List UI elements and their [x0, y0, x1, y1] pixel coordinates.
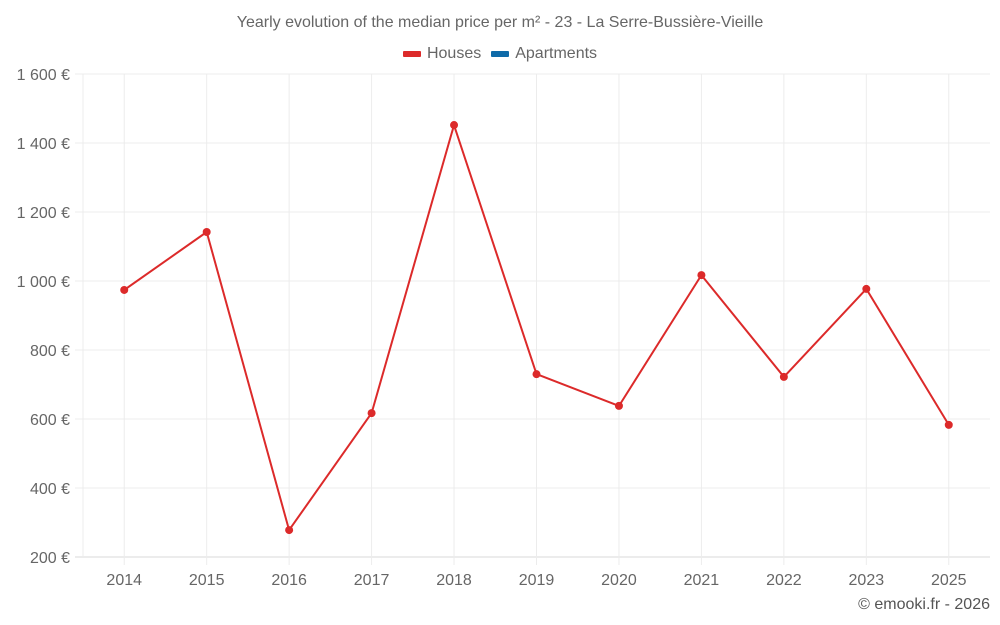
credit-text: © emooki.fr - 2026 [858, 596, 990, 613]
y-tick-label: 600 € [30, 412, 70, 429]
y-tick-label: 1 000 € [17, 274, 70, 291]
y-tick-label: 1 400 € [17, 136, 70, 153]
data-point-marker[interactable] [532, 370, 541, 379]
legend-swatch-apartments-icon [491, 51, 510, 57]
x-tick-label: 2025 [931, 572, 967, 589]
y-axis: 200 € 400 € 600 € 800 € 1 000 € 1 200 € 1 400 … [17, 67, 70, 567]
y-tick-label: 800 € [30, 343, 70, 360]
data-point-marker[interactable] [120, 285, 129, 294]
x-tick-label: 2017 [354, 572, 390, 589]
legend-label-houses: Houses [426, 45, 482, 62]
x-axis: 2014 2015 2016 2017 2018 2019 2020 2021 2022 2023… [106, 572, 966, 589]
legend-swatch-houses-icon [402, 51, 421, 57]
series-houses [120, 121, 953, 535]
x-tick-label: 2016 [271, 572, 307, 589]
y-tick-label: 1 600 € [17, 67, 70, 84]
data-point-marker[interactable] [202, 228, 211, 237]
y-tick-label: 1 200 € [17, 205, 70, 222]
x-tick-label: 2021 [684, 572, 720, 589]
data-point-marker[interactable] [697, 271, 706, 280]
data-point-marker[interactable] [450, 121, 459, 130]
x-tick-label: 2020 [601, 572, 637, 589]
y-tick-label: 200 € [30, 550, 70, 567]
x-tick-label: 2019 [519, 572, 555, 589]
x-tick-label: 2015 [189, 572, 225, 589]
data-point-marker[interactable] [285, 526, 294, 535]
legend-item-apartments[interactable]: Apartments [491, 45, 597, 63]
data-point-marker[interactable] [614, 401, 623, 410]
x-tick-label: 2014 [106, 572, 142, 589]
legend-label-apartments: Apartments [515, 45, 598, 62]
x-tick-label: 2023 [849, 572, 885, 589]
legend-item-houses[interactable]: Houses [402, 45, 482, 63]
chart-legend: Houses Apartments [0, 45, 1000, 63]
data-point-marker[interactable] [944, 420, 953, 429]
chart-title: Yearly evolution of the median price per… [236, 14, 764, 31]
data-point-marker[interactable] [779, 372, 788, 381]
x-tick-label: 2022 [766, 572, 802, 589]
x-tick-label: 2018 [436, 572, 472, 589]
grid-lines [75, 73, 990, 565]
data-point-marker[interactable] [862, 284, 871, 293]
data-point-marker[interactable] [367, 409, 376, 418]
y-tick-label: 400 € [30, 481, 70, 498]
